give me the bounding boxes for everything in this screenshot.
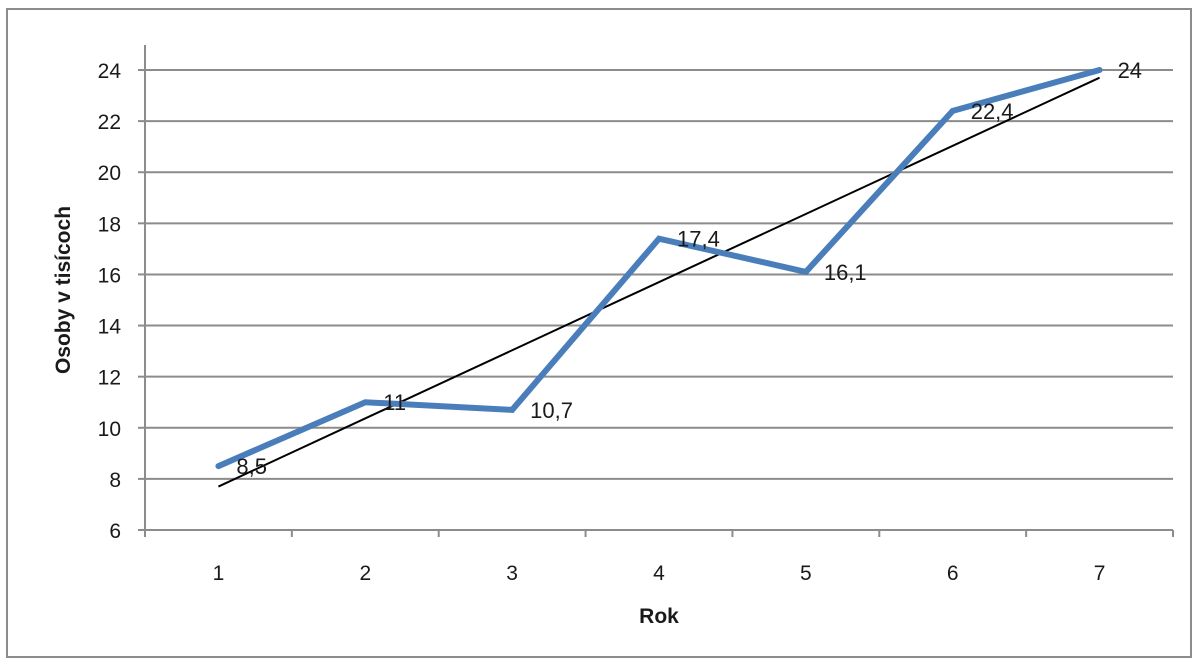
data-label: 24 xyxy=(1118,58,1142,83)
chart-frame xyxy=(6,8,1192,658)
y-tick-label: 6 xyxy=(109,520,121,543)
trendline xyxy=(218,76,1100,488)
x-tick-label: 5 xyxy=(800,562,812,585)
y-tick-label: 16 xyxy=(98,264,121,287)
x-tick-label: 2 xyxy=(359,562,371,585)
series-lines xyxy=(215,67,1103,488)
x-tick-label: 7 xyxy=(1094,562,1106,585)
x-tick-label: 1 xyxy=(213,562,225,585)
y-tick-label: 14 xyxy=(98,316,122,339)
data-label: 11 xyxy=(383,390,406,415)
y-tick-label: 20 xyxy=(98,162,121,185)
x-tick-label: 6 xyxy=(947,562,959,585)
x-tick-label: 3 xyxy=(506,562,518,585)
y-tick-labels: 6 8 10 12 14 16 18 20 22 24 xyxy=(98,60,122,543)
y-tick-label: 8 xyxy=(109,469,121,492)
data-label: 22,4 xyxy=(971,99,1014,124)
y-tick-label: 18 xyxy=(98,213,121,236)
y-tick-label: 10 xyxy=(98,418,121,441)
data-label: 16,1 xyxy=(824,260,867,285)
x-tick-labels: 1 2 3 4 5 6 7 xyxy=(213,562,1106,585)
data-label: 10,7 xyxy=(530,398,573,423)
series-line-0 xyxy=(215,67,1103,470)
y-tick-label: 22 xyxy=(98,111,121,134)
axes xyxy=(138,45,1174,537)
y-tick-label: 24 xyxy=(98,60,122,83)
x-axis-title: Rok xyxy=(639,605,679,628)
y-axis-title: Osoby v tisícoch xyxy=(52,206,75,374)
data-label: 8,5 xyxy=(236,454,267,479)
data-labels: 8,5 11 10,7 17,4 16,1 22,4 24 xyxy=(236,58,1142,479)
x-tick-label: 4 xyxy=(653,562,665,585)
gridlines xyxy=(145,69,1173,480)
data-label: 17,4 xyxy=(677,227,720,252)
y-tick-label: 12 xyxy=(98,367,121,390)
